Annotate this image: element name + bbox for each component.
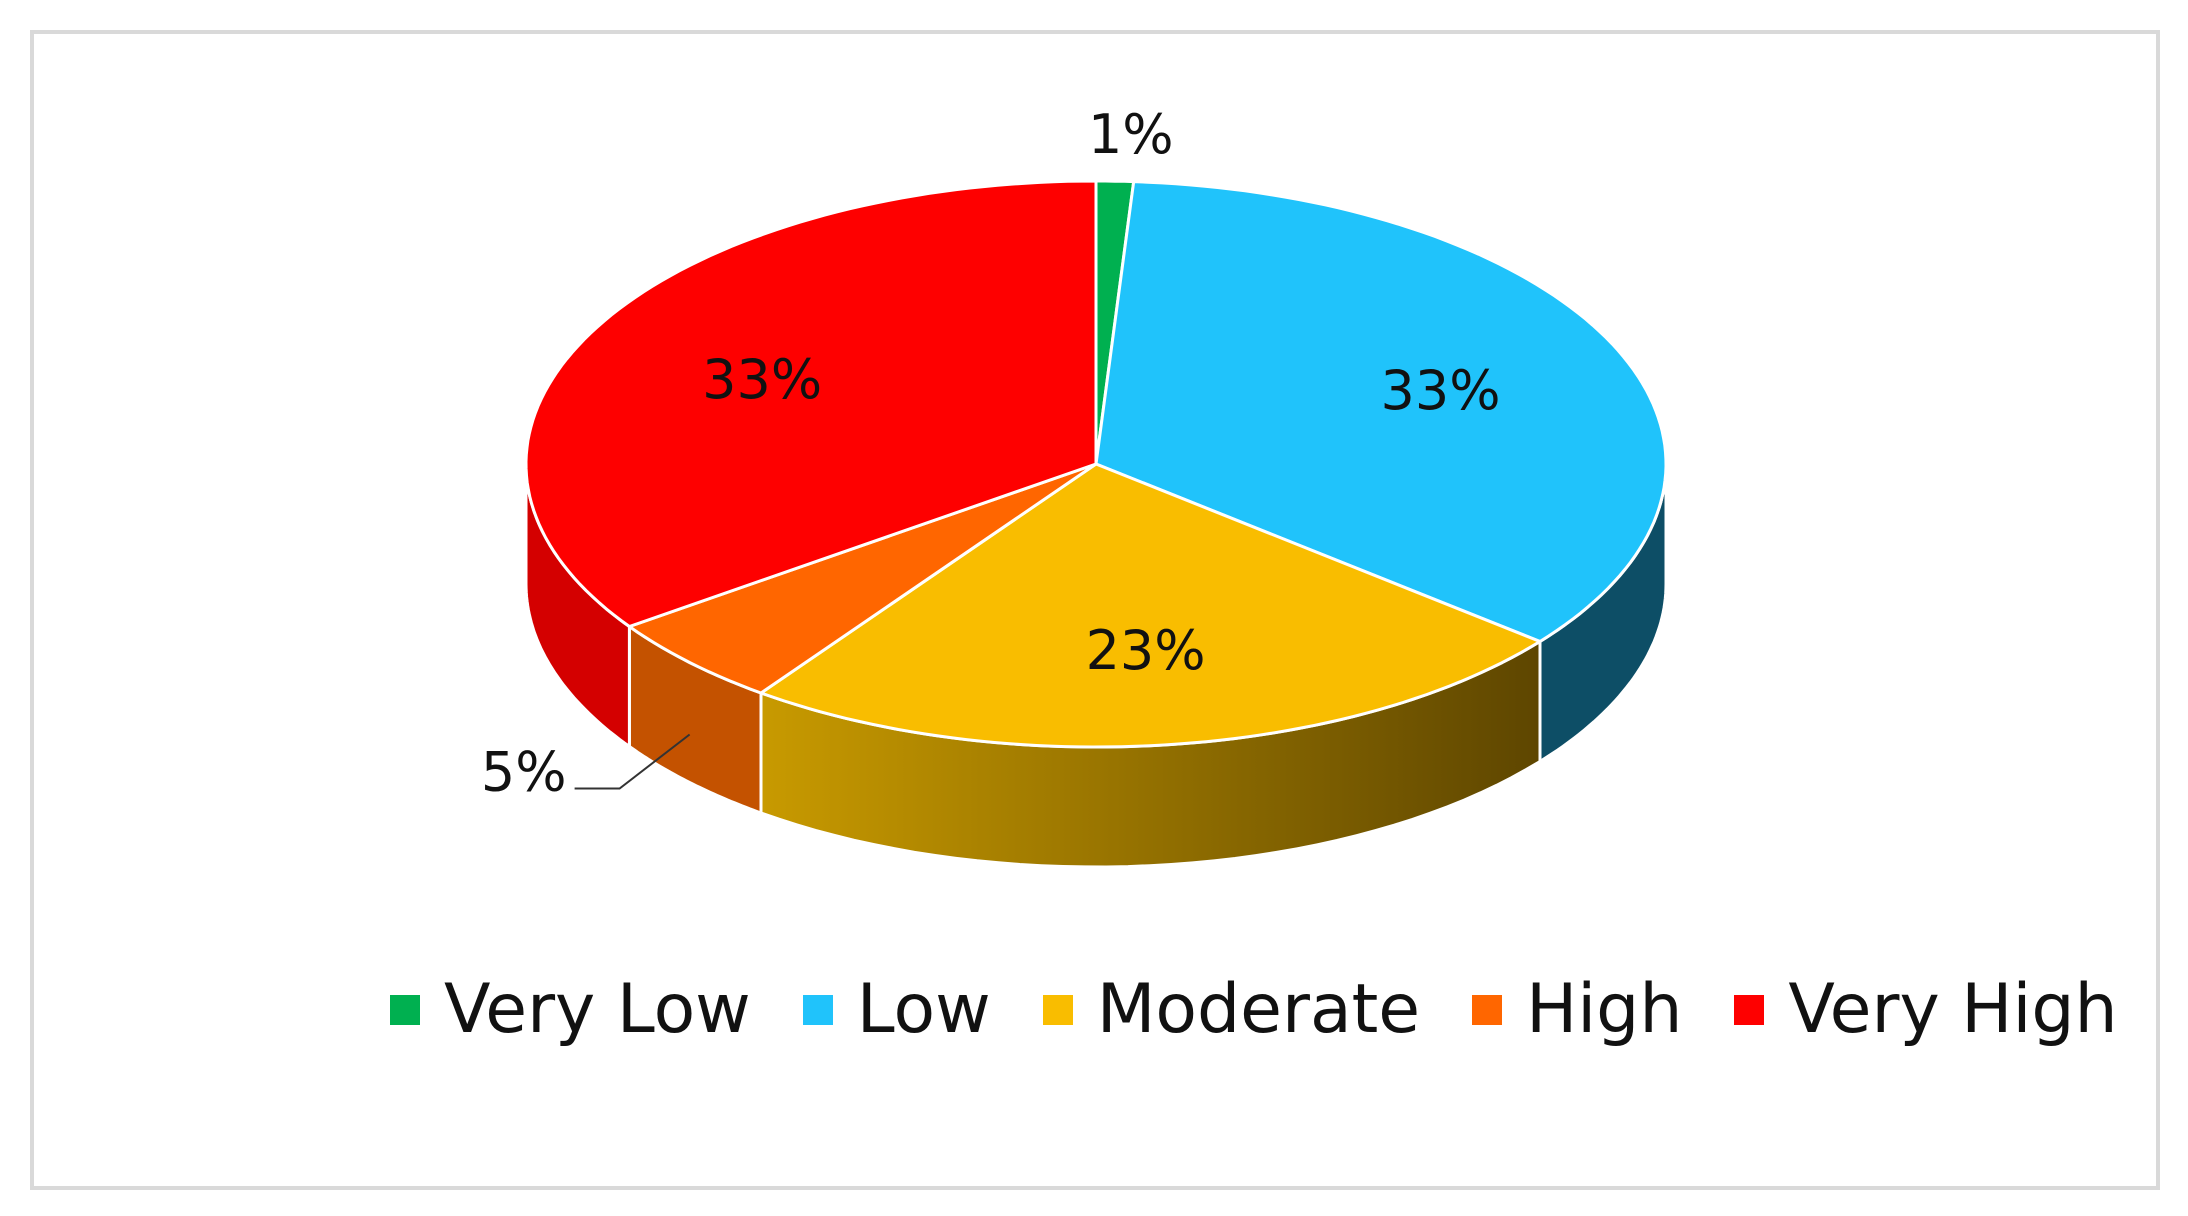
- legend-label-moderate: Moderate: [1096, 970, 1421, 1049]
- pie-slice-low: [1094, 180, 1668, 643]
- data-label-low: 33%: [1380, 359, 1500, 422]
- data-label-high: 5%: [481, 741, 567, 804]
- legend-item-very-low: Very Low: [390, 970, 751, 1049]
- data-label-moderate: 23%: [1086, 619, 1206, 682]
- legend-swatch-low: [802, 994, 833, 1025]
- legend-item-high: High: [1472, 970, 1682, 1049]
- legend-item-low: Low: [802, 970, 991, 1049]
- legend-label-high: High: [1526, 970, 1683, 1049]
- legend-swatch-very-high: [1734, 994, 1765, 1025]
- legend-swatch-high: [1472, 994, 1503, 1025]
- legend-swatch-moderate: [1042, 994, 1073, 1025]
- pie-top-faces: [524, 179, 1668, 749]
- legend-label-very-high: Very High: [1788, 970, 2118, 1049]
- pie-slice-high: [627, 462, 1098, 695]
- pie-slice-moderate: [759, 462, 1542, 749]
- leader-line-high: [574, 733, 691, 790]
- data-label-very-low: 1%: [1088, 103, 1174, 166]
- legend-item-very-high: Very High: [1734, 970, 2118, 1049]
- pie-slice-very-high: [524, 179, 1098, 628]
- data-label-very-high: 33%: [702, 348, 822, 411]
- legend-label-very-low: Very Low: [444, 970, 751, 1049]
- legend: Very Low Low Moderate High Very High: [390, 970, 2118, 1049]
- legend-item-moderate: Moderate: [1042, 970, 1421, 1049]
- legend-swatch-very-low: [390, 994, 420, 1025]
- legend-label-low: Low: [856, 970, 991, 1049]
- pie-data-labels: 1% 33% 23% 5% 33%: [481, 103, 1501, 803]
